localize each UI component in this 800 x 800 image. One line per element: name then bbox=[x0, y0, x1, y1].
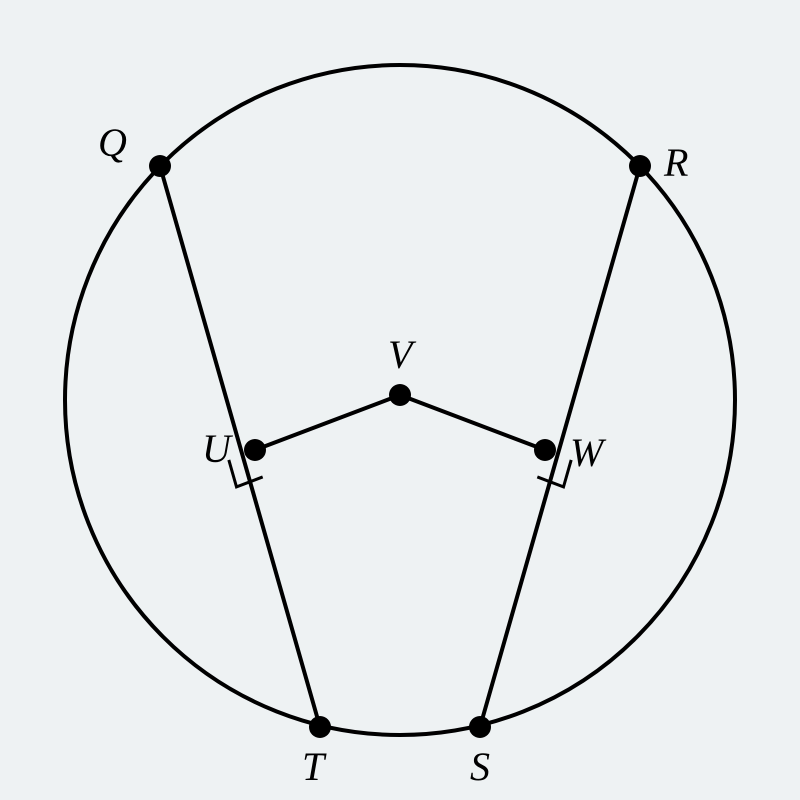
point-R bbox=[629, 155, 651, 177]
label-W: W bbox=[570, 430, 607, 475]
segment bbox=[160, 166, 320, 727]
point-S bbox=[469, 716, 491, 738]
label-T: T bbox=[302, 744, 327, 789]
point-V bbox=[389, 384, 411, 406]
label-R: R bbox=[663, 140, 688, 185]
segment bbox=[480, 166, 640, 727]
point-W bbox=[534, 439, 556, 461]
segment bbox=[400, 395, 545, 450]
point-Q bbox=[149, 155, 171, 177]
point-U bbox=[244, 439, 266, 461]
right-angle-markers bbox=[229, 460, 571, 487]
label-U: U bbox=[202, 426, 234, 471]
lines bbox=[160, 166, 640, 727]
geometry-diagram: Q R V U W T S bbox=[0, 0, 800, 800]
label-S: S bbox=[470, 744, 490, 789]
label-V: V bbox=[388, 332, 417, 377]
labels: Q R V U W T S bbox=[98, 120, 688, 789]
label-Q: Q bbox=[98, 120, 127, 165]
segment bbox=[255, 395, 400, 450]
point-T bbox=[309, 716, 331, 738]
